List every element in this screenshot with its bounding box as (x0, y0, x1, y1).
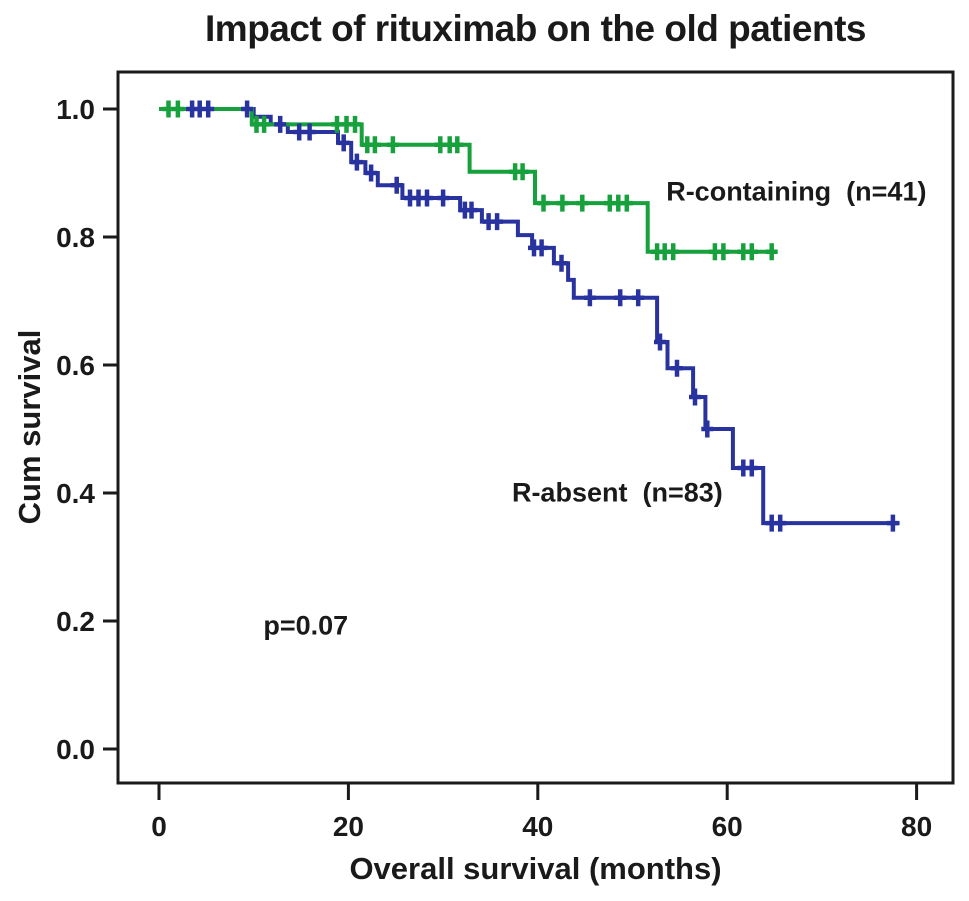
censor-marks-r-absent (186, 100, 899, 532)
y-axis-tick-label: 0.6 (56, 350, 95, 381)
y-axis-tick-label: 1.0 (56, 94, 95, 125)
censor-marks-r-containing (162, 100, 778, 261)
x-axis-tick-label: 0 (151, 811, 167, 842)
x-axis-tick-label: 20 (333, 811, 364, 842)
x-axis-tick-label: 40 (522, 811, 553, 842)
plot-frame (116, 70, 955, 785)
y-axis-tick-label: 0.0 (56, 734, 95, 765)
y-axis-tick-label: 0.2 (56, 606, 95, 637)
y-axis-tick-label: 0.4 (56, 478, 95, 509)
series-label-r-absent: R-absent (n=83) (511, 477, 723, 508)
series-label-r-containing: R-containing (n=41) (666, 176, 927, 207)
x-axis-tick-label: 80 (901, 811, 932, 842)
x-axis-tick-label: 60 (712, 811, 743, 842)
y-axis-tick-label: 0.8 (56, 222, 95, 253)
y-axis-title-text: Cum survival (12, 329, 47, 525)
x-axis-title: Overall survival (months) (349, 851, 722, 886)
chart-title: Impact of rituximab on the old patients (205, 8, 866, 49)
survival-curve-r-containing (159, 107, 775, 254)
p-value-label: p=0.07 (263, 610, 349, 641)
